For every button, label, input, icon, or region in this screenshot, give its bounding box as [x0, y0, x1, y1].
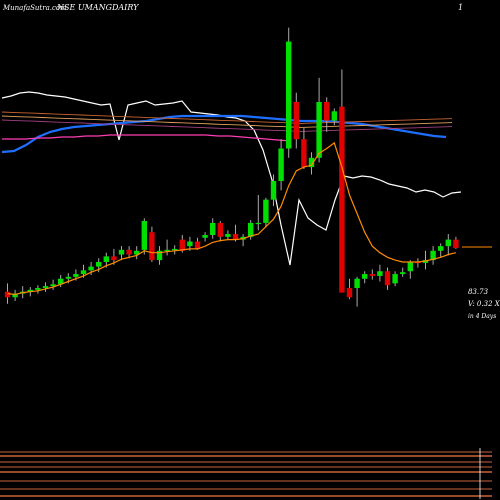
candle-body	[392, 274, 398, 284]
short-ma	[7, 141, 457, 296]
candle-body	[210, 222, 216, 235]
candle-body	[369, 274, 375, 276]
days-label: in 4 Days	[468, 313, 496, 320]
candle-body	[96, 261, 102, 267]
candle-body	[362, 274, 368, 279]
long-ma-line	[1, 111, 453, 124]
candle-body	[331, 111, 337, 121]
candle-body	[286, 41, 292, 149]
candle-body	[324, 102, 330, 121]
long-ma-line	[1, 115, 453, 128]
candle-body	[346, 288, 353, 298]
candle-body	[50, 284, 56, 287]
long-ma-line	[1, 91, 462, 266]
candle-wicks	[7, 27, 457, 307]
candle-body	[445, 239, 451, 247]
candle-body	[141, 221, 147, 250]
candle-body	[202, 234, 208, 238]
candle-body	[12, 293, 18, 298]
candle-body	[438, 246, 444, 251]
candle-body	[126, 249, 132, 255]
candle-body	[217, 222, 223, 237]
candle-body	[278, 148, 284, 182]
candle-body	[430, 250, 436, 261]
candle-body	[354, 278, 360, 288]
long-ma-line	[2, 134, 291, 142]
candle-body	[27, 289, 33, 292]
candle-body	[453, 239, 459, 249]
candle-body	[4, 291, 11, 298]
candle-body	[232, 234, 239, 240]
candle-body	[194, 241, 201, 249]
candle-bodies	[4, 41, 459, 298]
candle-body	[149, 232, 155, 261]
candle-body	[248, 222, 254, 237]
long-ma-line	[1, 114, 447, 154]
candle-body	[407, 261, 413, 272]
candle-body	[172, 248, 178, 251]
candle-body	[111, 256, 117, 261]
symbol-title: NSE UMANGDAIRY	[56, 3, 139, 12]
candle-body	[156, 250, 163, 261]
candle-body	[339, 106, 345, 293]
candle-body	[270, 181, 277, 200]
candle-body	[377, 271, 383, 276]
candle-body	[384, 271, 391, 286]
candle-body	[179, 239, 185, 251]
volume-label: V: 0.32 X	[468, 300, 500, 308]
candle-body	[134, 250, 140, 255]
candle-body	[118, 249, 125, 255]
candle-body	[255, 222, 261, 225]
candle-body	[316, 102, 322, 158]
candle-body	[164, 249, 170, 252]
candle-body	[225, 234, 231, 237]
header-right-label: 1	[458, 3, 463, 12]
candle-body	[301, 139, 307, 168]
candle-body	[65, 276, 71, 279]
candle-body	[263, 199, 269, 223]
candle-body	[35, 288, 41, 290]
price-label: 83.73	[468, 288, 489, 296]
candle-body	[187, 241, 193, 247]
candle-body	[42, 286, 49, 288]
candle-body	[73, 274, 79, 277]
candle-body	[308, 157, 315, 168]
long-ma-line	[1, 119, 453, 132]
candle-body	[80, 270, 87, 275]
short-ma-line	[7, 141, 457, 296]
site-watermark: MunafaSutra.com	[2, 4, 67, 12]
candle-body	[88, 266, 94, 271]
candle-body	[58, 278, 64, 285]
candle-body	[400, 272, 406, 275]
long-ma-bands	[1, 91, 462, 266]
candle-body	[103, 256, 109, 262]
bottom-bands	[0, 448, 492, 499]
candle-body	[293, 102, 299, 140]
